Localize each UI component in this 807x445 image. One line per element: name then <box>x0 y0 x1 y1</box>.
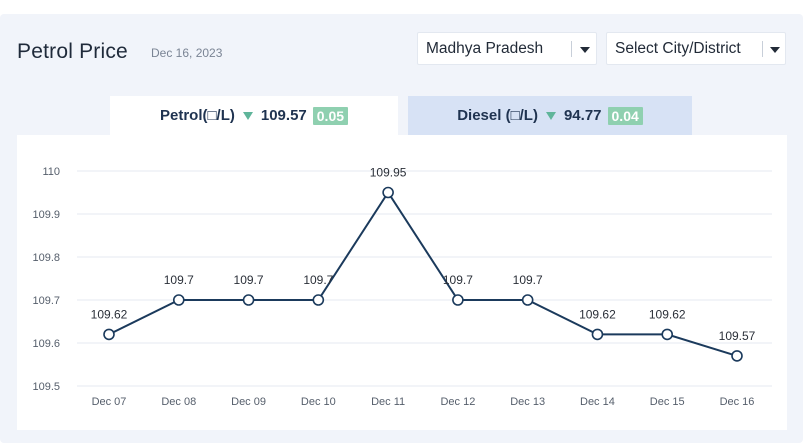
city-select[interactable]: Select City/District <box>606 32 786 65</box>
data-label: 109.7 <box>234 273 264 287</box>
data-label: 109.62 <box>91 307 128 321</box>
state-select[interactable]: Madhya Pradesh <box>417 32 597 65</box>
x-tick-label: Dec 12 <box>440 396 475 408</box>
y-tick-label: 109.5 <box>32 381 60 393</box>
select-divider <box>762 41 763 57</box>
data-point <box>242 294 255 306</box>
caret-down-icon[interactable] <box>580 47 590 53</box>
x-tick-label: Dec 08 <box>161 396 196 408</box>
data-point <box>731 350 743 362</box>
y-tick-label: 110 <box>42 166 60 178</box>
x-tick-label: Dec 11 <box>371 396 405 408</box>
triangle-down-icon <box>242 111 253 120</box>
data-point <box>172 294 185 306</box>
y-tick-label: 109.9 <box>32 209 60 221</box>
series-line <box>108 190 738 357</box>
data-label: 109.7 <box>443 273 473 287</box>
data-label: 109.7 <box>164 273 194 287</box>
x-tick-label: Dec 15 <box>650 396 685 408</box>
city-select-value: Select City/District <box>615 40 741 57</box>
tab-diesel-label: Diesel (□/L) <box>457 107 538 124</box>
x-tick-label: Dec 16 <box>720 396 755 408</box>
change-badge: 0.04 <box>607 106 643 125</box>
data-point <box>452 294 464 306</box>
y-tick-label: 109.8 <box>32 252 60 264</box>
tab-petrol-price: 109.57 <box>260 107 307 124</box>
price-line-chart: 110 109.9 109.8 109.7 109.6 109.5 Dec 07 Dec 08… <box>32 166 772 408</box>
data-point <box>521 294 534 306</box>
x-tick-label: Dec 10 <box>301 396 336 408</box>
y-tick-label: 109.7 <box>32 295 60 307</box>
page-title: Petrol Price <box>17 40 128 63</box>
data-point <box>312 294 325 306</box>
data-point <box>661 328 674 341</box>
data-label: 109.7 <box>303 273 333 287</box>
tab-diesel[interactable]: Diesel (□/L) 94.77 0.04 <box>408 96 692 135</box>
data-label: 109.62 <box>649 307 686 321</box>
data-label: 109.57 <box>719 329 756 343</box>
data-label: 109.95 <box>370 166 407 180</box>
x-tick-label: Dec 13 <box>510 396 545 408</box>
price-date: Dec 16, 2023 <box>151 46 223 60</box>
select-divider <box>571 41 572 57</box>
state-select-value: Madhya Pradesh <box>426 40 544 57</box>
data-label: 109.7 <box>513 273 543 287</box>
change-badge: 0.05 <box>312 106 349 125</box>
tab-diesel-price: 94.77 <box>563 107 602 124</box>
triangle-down-icon <box>545 111 556 120</box>
x-tick-label: Dec 14 <box>580 396 615 408</box>
x-tick-label: Dec 07 <box>92 396 127 408</box>
y-tick-label: 109.6 <box>32 338 60 350</box>
tab-petrol[interactable]: Petrol(□/L) 109.57 0.05 <box>110 96 398 135</box>
chart-area: 110 109.9 109.8 109.7 109.6 109.5 Dec 07 Dec 08… <box>17 135 787 430</box>
data-point <box>382 186 394 199</box>
data-label: 109.62 <box>579 307 616 321</box>
x-tick-label: Dec 09 <box>231 396 266 408</box>
data-point <box>103 328 115 341</box>
tab-petrol-label: Petrol(□/L) <box>159 107 235 124</box>
caret-down-icon[interactable] <box>770 47 780 53</box>
data-point <box>591 328 604 341</box>
